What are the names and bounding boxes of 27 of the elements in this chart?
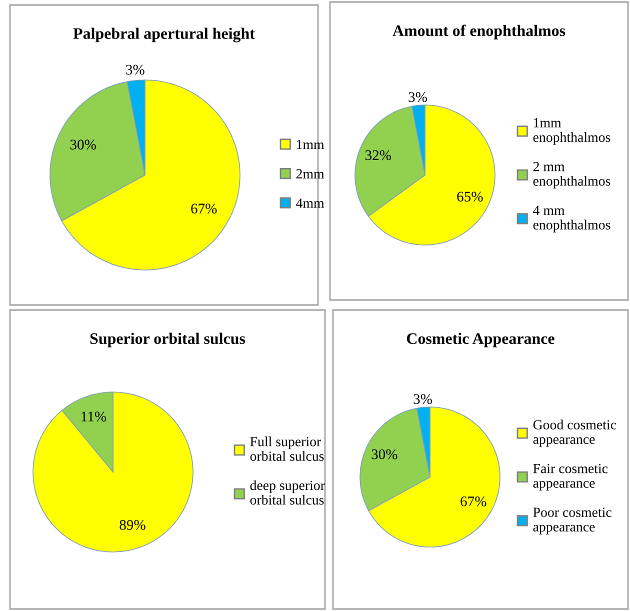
legend-label: deep superior orbital sulcus [250, 480, 325, 505]
chart-title: Superior orbital sulcus [90, 332, 246, 348]
data-label: 89% [120, 520, 146, 530]
legend-label: 4 mm enophthalmos [533, 206, 610, 232]
data-label: 11% [82, 412, 106, 422]
legend-label: 1mm enophthalmos [533, 118, 610, 145]
pie-slice [32, 392, 194, 552]
data-label: 65% [457, 192, 483, 202]
data-label: 3% [126, 64, 144, 75]
legend-label: 4mm [296, 198, 324, 208]
chart-title: Cosmetic Appearance [406, 332, 554, 348]
data-label: 67% [191, 204, 217, 214]
data-label: 30% [70, 140, 96, 150]
data-label: 3% [408, 92, 427, 102]
data-label: 3% [414, 394, 432, 404]
legend-label: 2 mm enophthalmos [533, 162, 610, 189]
legend-label: Good cosmetic appearance [533, 420, 616, 447]
data-label: 30% [372, 449, 398, 460]
legend-label: Full superior orbital sulcus [250, 436, 324, 461]
data-label: 67% [460, 496, 486, 506]
data-label: 32% [365, 150, 392, 160]
legend-label: 1mm [297, 140, 324, 150]
legend-label: Poor cosmetic appearance [533, 508, 612, 534]
legend-label: 2mm [296, 169, 324, 178]
chart-title: Palpebral apertural height [73, 28, 255, 42]
legend-label: Fair cosmetic appearance [533, 464, 608, 491]
chart-title: Amount of enophthalmos [392, 24, 566, 40]
